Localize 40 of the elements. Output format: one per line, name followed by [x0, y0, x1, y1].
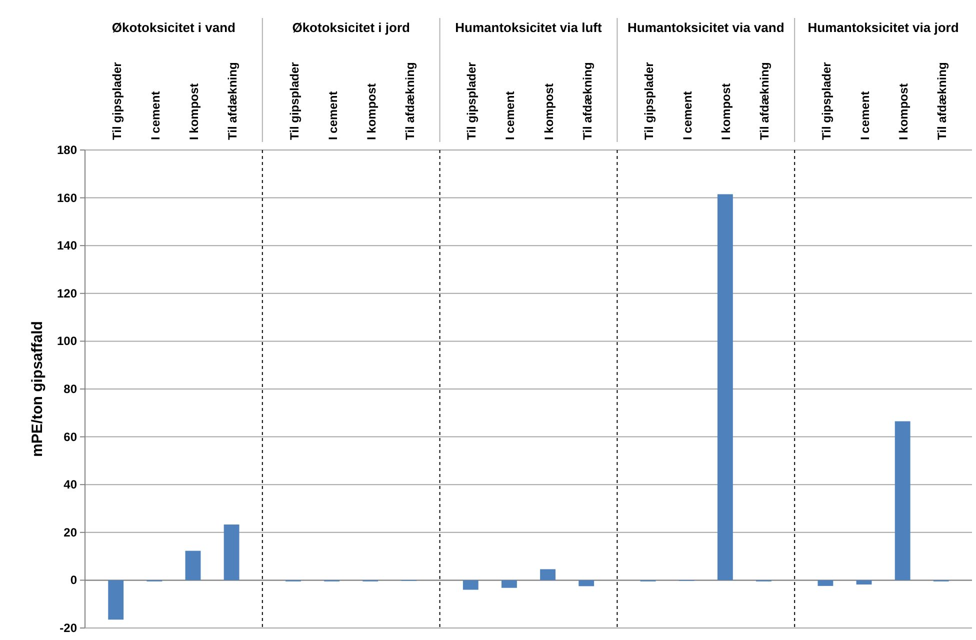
x-tick-label: Til afdækning — [226, 62, 240, 140]
x-tick-label: Til afdækning — [402, 62, 417, 140]
y-tick-label: -20 — [60, 621, 78, 635]
y-tick-label: 80 — [64, 382, 78, 396]
chart-title: Humantoksicitet via jord — [808, 20, 959, 35]
x-tick-label: Til afdækning — [580, 62, 594, 140]
x-tick-label: I kompost — [719, 83, 734, 140]
x-tick-label: I kompost — [186, 83, 201, 140]
bar — [108, 580, 124, 620]
x-tick-label: I cement — [148, 91, 162, 140]
x-tick-label: Til gipsplader — [110, 62, 124, 140]
x-tick-label: I cement — [326, 91, 340, 140]
x-tick-label: I kompost — [364, 83, 378, 140]
chart-title: Økotoksicitet i vand — [112, 20, 236, 35]
x-tick-label: I kompost — [542, 83, 556, 140]
y-tick-label: 160 — [56, 190, 78, 205]
x-tick-label: I cement — [503, 91, 518, 140]
x-tick-label: Til afdækning — [758, 62, 772, 140]
y-tick-label: 140 — [56, 238, 78, 253]
y-tick-label: 40 — [64, 478, 78, 492]
x-tick-label: Til gipsplader — [287, 62, 302, 140]
x-tick-label: Til gipsplader — [464, 62, 479, 140]
x-tick-label: I cement — [858, 91, 872, 140]
x-tick-label: Til gipsplader — [642, 62, 656, 140]
y-axis-title: mPE/ton gipsaffald — [29, 321, 46, 457]
x-tick-label: I kompost — [896, 83, 911, 140]
y-tick-label: 0 — [70, 573, 78, 588]
y-tick-label: 180 — [56, 143, 78, 157]
bar — [224, 524, 240, 580]
y-tick-label: 120 — [56, 286, 78, 300]
x-tick-label: Til afdækning — [935, 62, 950, 140]
y-tick-label: 100 — [56, 334, 78, 348]
bar — [185, 550, 201, 580]
y-tick-label: 20 — [64, 525, 78, 540]
chart-title: Økotoksicitet i jord — [292, 20, 410, 35]
chart-title: Humantoksicitet via vand — [628, 20, 784, 35]
x-tick-label: Til gipsplader — [819, 62, 834, 140]
x-tick-label: I cement — [680, 91, 695, 140]
y-tick-label: 60 — [64, 430, 78, 444]
chart-title: Humantoksicitet via luft — [455, 20, 602, 35]
